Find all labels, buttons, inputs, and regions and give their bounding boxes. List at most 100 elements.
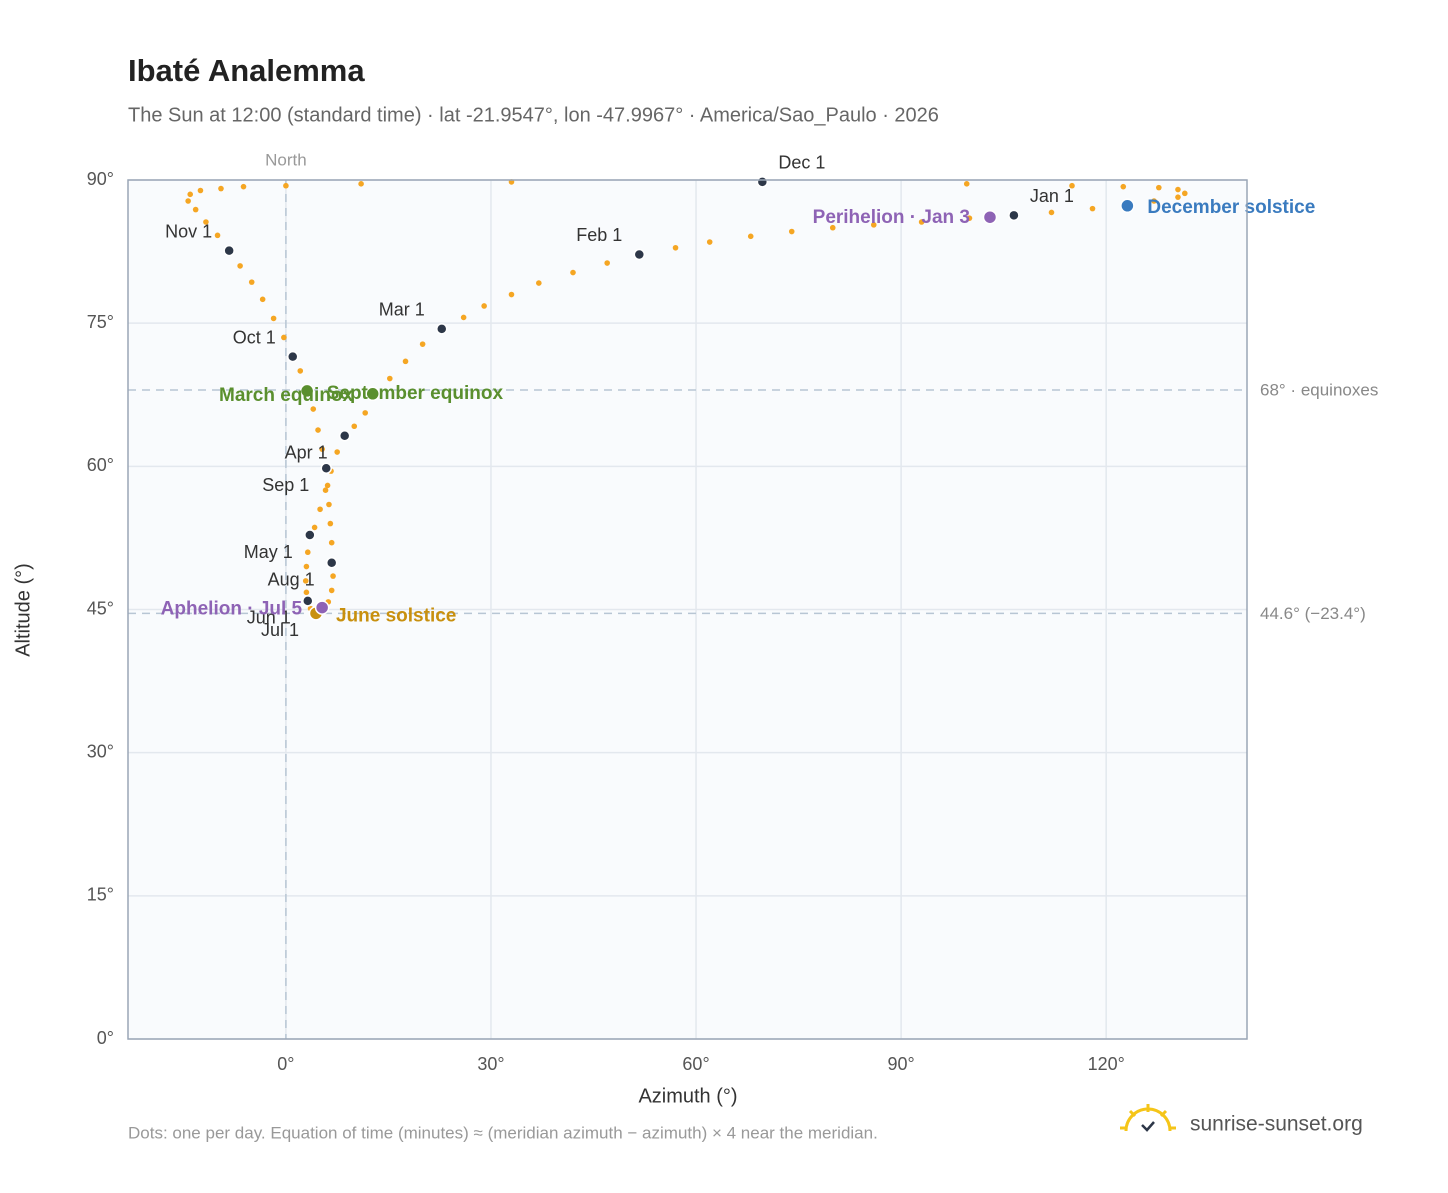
month-label: Oct 1 bbox=[233, 327, 276, 347]
daily-dot bbox=[326, 501, 332, 508]
month-marker bbox=[633, 248, 646, 261]
month-marker bbox=[436, 323, 448, 335]
daily-dot bbox=[328, 587, 335, 594]
event-marker bbox=[299, 383, 315, 399]
brand-logo bbox=[1120, 1104, 1176, 1132]
event-marker bbox=[365, 386, 380, 402]
daily-dot bbox=[327, 520, 334, 527]
daily-dot bbox=[322, 487, 329, 493]
plot-frame bbox=[127, 179, 1248, 1040]
daily-dot bbox=[387, 375, 393, 382]
daily-dot bbox=[1156, 184, 1162, 191]
daily-dot bbox=[966, 215, 973, 221]
y-tick-label: 90° bbox=[87, 169, 114, 189]
daily-dot bbox=[214, 232, 221, 239]
x-tick-label: 30° bbox=[477, 1054, 504, 1074]
daily-dot bbox=[788, 228, 795, 235]
daily-dot bbox=[281, 334, 287, 341]
event-marker bbox=[982, 209, 998, 225]
daily-dot bbox=[351, 423, 358, 430]
chart-title: Ibaté Analemma bbox=[128, 53, 365, 88]
chart-subtitle: The Sun at 12:00 (standard time) · lat -… bbox=[128, 104, 939, 126]
x-tick-label: 90° bbox=[887, 1054, 914, 1074]
reference-label: 44.6° (−23.4°) bbox=[1260, 604, 1366, 623]
daily-dot bbox=[203, 219, 209, 225]
month-label: May 1 bbox=[244, 542, 293, 562]
daily-dot bbox=[303, 589, 310, 596]
reference-label: 68° · equinoxes bbox=[1260, 380, 1378, 399]
daily-dot bbox=[240, 183, 247, 190]
daily-dot bbox=[270, 315, 277, 322]
daily-dot bbox=[918, 219, 925, 225]
daily-dot bbox=[185, 198, 191, 204]
month-marker bbox=[304, 529, 316, 541]
daily-dot bbox=[672, 244, 679, 251]
y-tick-label: 30° bbox=[87, 741, 114, 761]
daily-dot bbox=[237, 263, 243, 269]
y-tick-label: 45° bbox=[87, 598, 114, 618]
month-marker bbox=[223, 244, 235, 257]
daily-dot bbox=[570, 269, 576, 276]
month-label: Jun 1 bbox=[247, 608, 291, 628]
daily-dot bbox=[302, 578, 309, 584]
daily-dot bbox=[303, 563, 310, 570]
brand-name: sunrise-sunset.org bbox=[1190, 1113, 1363, 1136]
month-marker bbox=[338, 430, 351, 442]
daily-dot bbox=[297, 368, 304, 374]
event-marker bbox=[1120, 198, 1135, 214]
month-marker bbox=[756, 176, 769, 188]
daily-dot bbox=[358, 181, 364, 187]
month-label: Dec 1 bbox=[778, 153, 825, 173]
daily-dot bbox=[187, 191, 194, 198]
daily-dot bbox=[192, 206, 199, 213]
x-tick-label: 0° bbox=[277, 1054, 294, 1074]
x-tick-label: 60° bbox=[682, 1054, 709, 1074]
month-label: Feb 1 bbox=[576, 225, 622, 245]
daily-dot bbox=[248, 279, 255, 285]
daily-dot bbox=[829, 224, 836, 231]
month-marker bbox=[320, 462, 332, 474]
event-label: Aphelion · Jul 5 bbox=[161, 599, 303, 620]
daily-dot bbox=[1069, 182, 1075, 189]
daily-dot bbox=[1181, 190, 1188, 197]
daily-dot bbox=[460, 314, 467, 321]
daily-dot bbox=[283, 182, 289, 189]
month-marker bbox=[302, 595, 314, 607]
daily-dot bbox=[197, 187, 204, 194]
daily-dot bbox=[362, 410, 368, 416]
daily-dot bbox=[1089, 205, 1096, 212]
x-tick-label: 120° bbox=[1088, 1054, 1125, 1074]
month-label: Jul 1 bbox=[261, 620, 299, 640]
y-tick-label: 0° bbox=[97, 1028, 114, 1048]
y-tick-label: 60° bbox=[87, 455, 114, 475]
daily-dot bbox=[317, 506, 323, 513]
daily-dot bbox=[1048, 209, 1055, 216]
month-label: Aug 1 bbox=[268, 569, 315, 589]
daily-dot bbox=[419, 341, 426, 347]
month-label: Sep 1 bbox=[262, 475, 309, 495]
daily-dot bbox=[330, 573, 336, 579]
y-tick-label: 75° bbox=[87, 312, 114, 332]
daily-dot bbox=[1151, 198, 1157, 204]
daily-dot bbox=[870, 222, 877, 228]
daily-dot bbox=[315, 427, 321, 433]
daily-dot bbox=[328, 539, 335, 546]
month-marker bbox=[1008, 209, 1020, 222]
event-label: December solstice bbox=[1147, 197, 1315, 218]
month-label: Jan 1 bbox=[1030, 186, 1074, 206]
daily-dot bbox=[311, 524, 318, 531]
month-label: Mar 1 bbox=[379, 300, 425, 320]
event-label: September equinox bbox=[327, 383, 504, 404]
footnote: Dots: one per day. Equation of time (min… bbox=[128, 1123, 878, 1142]
event-label: March equinox bbox=[219, 385, 354, 406]
event-label: June solstice bbox=[336, 605, 456, 626]
daily-dot bbox=[747, 233, 754, 240]
daily-dot bbox=[1175, 194, 1181, 200]
daily-dot bbox=[963, 181, 970, 187]
daily-dot bbox=[1120, 183, 1127, 190]
month-label: Nov 1 bbox=[165, 221, 212, 241]
event-label: Perihelion · Jan 3 bbox=[813, 207, 970, 228]
daily-dot bbox=[402, 358, 409, 365]
